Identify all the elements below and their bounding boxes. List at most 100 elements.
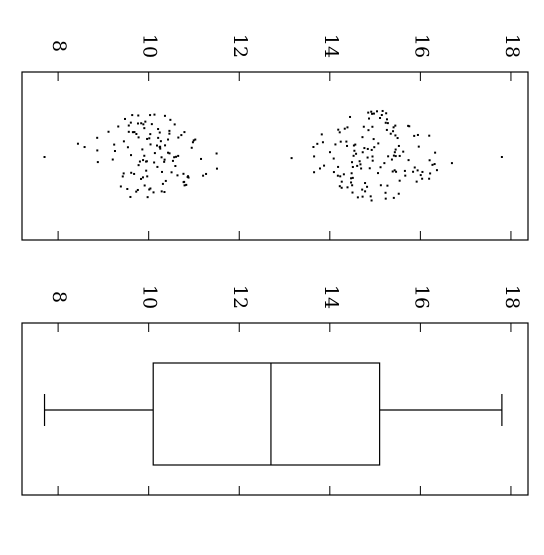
strip-point: [148, 188, 151, 191]
strip-point: [383, 162, 386, 165]
strip-point: [377, 142, 380, 145]
strip-point: [131, 114, 134, 117]
strip-point: [175, 155, 178, 158]
strip-point: [361, 195, 364, 198]
strip-point: [394, 155, 397, 158]
strip-point: [122, 172, 125, 175]
box-plot-tick-labels: 8 10 12 14 16 18: [48, 285, 523, 309]
strip-point: [371, 112, 374, 115]
strip-point: [96, 136, 99, 139]
strip-point: [366, 156, 369, 159]
box-plot-panel: 8 10 12 14 16 18: [21, 285, 529, 496]
strip-point: [182, 181, 185, 184]
strip-point: [364, 182, 367, 185]
strip-point: [412, 170, 415, 173]
strip-point: [360, 167, 363, 170]
strip-point: [137, 164, 140, 167]
strip-point: [433, 163, 436, 166]
strip-point: [350, 172, 353, 175]
strip-point: [380, 113, 383, 116]
strip-point: [164, 179, 167, 182]
strip-point: [140, 177, 143, 180]
strip-point: [143, 154, 146, 157]
strip-point: [363, 147, 366, 150]
strip-point: [173, 123, 176, 126]
strip-point: [320, 133, 323, 136]
strip-point: [337, 165, 340, 168]
strip-point: [339, 140, 342, 143]
strip-point: [435, 169, 438, 172]
strip-tick-label-8: 8: [48, 40, 70, 52]
strip-point: [167, 151, 170, 154]
strip-point: [119, 185, 122, 188]
strip-point: [368, 167, 371, 170]
strip-point: [354, 143, 357, 146]
strip-point: [381, 109, 384, 112]
strip-point: [371, 125, 374, 128]
strip-point: [362, 125, 365, 128]
strip-point: [387, 155, 390, 158]
strip-point: [141, 176, 144, 179]
strip-point: [340, 186, 343, 189]
strip-point: [428, 159, 431, 162]
strip-point: [127, 130, 130, 133]
strip-point: [334, 143, 337, 146]
strip-point: [187, 175, 190, 178]
box-tick-label-8: 8: [48, 291, 70, 303]
strip-point: [142, 159, 145, 162]
strip-point: [337, 128, 340, 131]
strip-point: [141, 148, 144, 151]
strip-point: [390, 158, 393, 161]
strip-point: [113, 143, 116, 146]
strip-point: [205, 172, 208, 175]
strip-point: [366, 185, 369, 188]
strip-point: [200, 157, 203, 160]
strip-point: [352, 154, 355, 157]
strip-point: [129, 121, 132, 124]
strip-point: [417, 145, 420, 148]
strip-point: [152, 191, 155, 194]
strip-point: [370, 199, 373, 202]
strip-point: [136, 188, 139, 191]
strip-point: [328, 151, 331, 154]
strip-point: [160, 156, 163, 159]
strip-point: [140, 122, 143, 125]
strip-point-extreme: [500, 156, 503, 158]
strip-point: [346, 186, 349, 189]
strip-point: [137, 136, 140, 139]
box-iqr: [152, 362, 381, 466]
strip-point: [403, 169, 406, 172]
strip-point: [146, 175, 149, 178]
strip-point: [111, 158, 114, 161]
strip-point: [351, 165, 354, 168]
strip-point: [379, 116, 382, 119]
strip-point: [185, 183, 188, 186]
strip-point: [164, 144, 167, 147]
strip-point: [313, 155, 316, 158]
strip-point: [215, 167, 218, 170]
strip-point: [428, 177, 431, 180]
strip-point: [402, 150, 405, 153]
strip-point: [385, 128, 388, 131]
strip-point: [168, 152, 171, 155]
strip-point: [145, 169, 148, 172]
strip-point: [384, 191, 387, 194]
strip-point: [416, 169, 419, 172]
strip-point: [369, 195, 372, 198]
strip-point: [386, 122, 389, 125]
strip-point: [170, 171, 173, 174]
strip-point: [434, 151, 437, 154]
strip-point: [136, 122, 139, 125]
strip-point: [366, 147, 369, 150]
strip-point: [377, 172, 380, 175]
strip-point: [371, 155, 374, 158]
strip-point: [191, 141, 194, 144]
strip-point: [161, 182, 164, 185]
strip-point: [130, 154, 133, 157]
strip-tick-label-18: 18: [501, 34, 523, 58]
strip-point: [361, 136, 364, 139]
strip-tick-label-16: 16: [410, 34, 432, 58]
strip-point: [174, 165, 177, 168]
strip-point: [142, 123, 145, 126]
box-plot-frame: [21, 322, 529, 496]
